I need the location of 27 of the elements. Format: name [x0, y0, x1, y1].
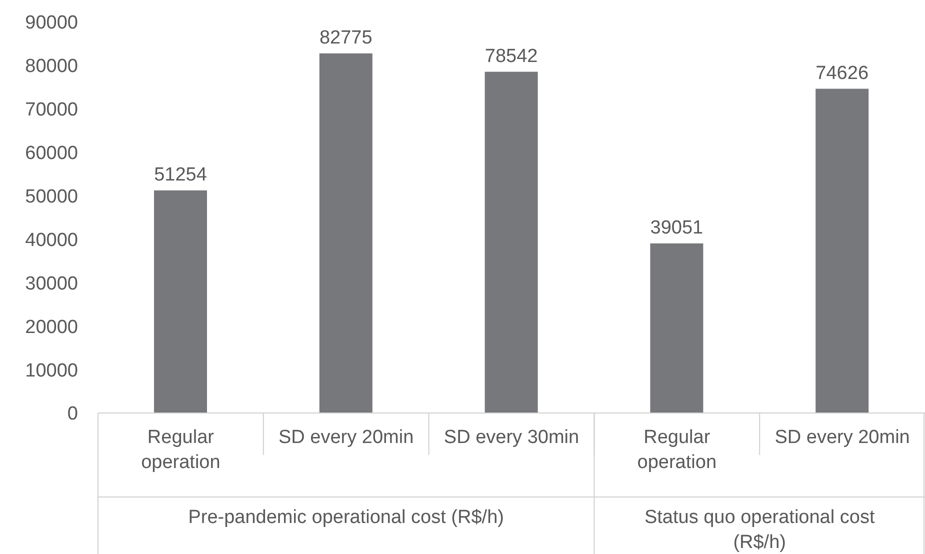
y-tick-label: 60000 [25, 143, 78, 164]
x-tick-label: Regular operation [637, 427, 717, 473]
y-tick-label: 50000 [25, 186, 78, 208]
y-tick-label: 30000 [25, 273, 78, 294]
bar [154, 190, 207, 413]
x-tick-label: SD every 20min [278, 427, 414, 448]
bar [484, 72, 538, 413]
y-tick-label: 90000 [25, 12, 78, 34]
data-label: 78542 [484, 46, 538, 67]
x-tick-label: Regular operation [141, 427, 220, 473]
bar [319, 53, 372, 413]
text: Status quo operational cost (R$/h) [644, 507, 876, 553]
y-tick-label: 40000 [25, 230, 78, 251]
y-tick-label: 80000 [25, 56, 78, 78]
bar [650, 243, 704, 413]
data-label: 74626 [816, 62, 869, 84]
data-label: 82775 [319, 27, 372, 48]
data-label: 39051 [650, 217, 704, 238]
text: Pre-pandemic operational cost (R$/h) [188, 507, 504, 528]
data-label: 51254 [154, 164, 208, 186]
y-tick-label: 20000 [25, 316, 78, 338]
y-tick-label: 0 [67, 404, 78, 425]
x-tick-label: SD every 30min [444, 427, 580, 448]
bar [816, 88, 869, 413]
y-tick-label: 70000 [25, 100, 78, 121]
x-tick-label: SD every 20min [774, 427, 910, 448]
y-tick-label: 10000 [25, 360, 78, 382]
